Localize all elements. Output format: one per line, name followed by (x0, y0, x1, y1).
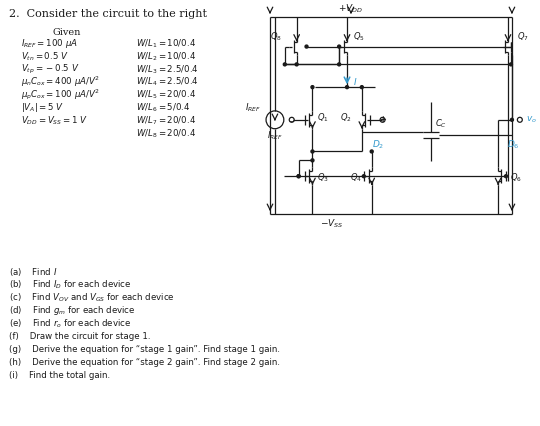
Circle shape (305, 45, 308, 48)
Text: (a)    Find $I$: (a) Find $I$ (9, 266, 58, 278)
Text: (h)    Derive the equation for “stage 2 gain”. Find stage 2 gain.: (h) Derive the equation for “stage 2 gai… (9, 358, 280, 367)
Text: $Q_5$: $Q_5$ (353, 30, 365, 43)
Circle shape (295, 63, 298, 66)
Text: $W/L_6 = 5/0.4$: $W/L_6 = 5/0.4$ (136, 102, 190, 114)
Text: $Q_8$: $Q_8$ (270, 30, 282, 43)
Text: $W/L_3 = 2.5/0.4$: $W/L_3 = 2.5/0.4$ (136, 63, 198, 75)
Text: (d)    Find $g_m$ for each device: (d) Find $g_m$ for each device (9, 304, 136, 317)
Text: $\mu_p C_{ox} = 100\ \mu A/V^2$: $\mu_p C_{ox} = 100\ \mu A/V^2$ (21, 88, 100, 102)
Circle shape (346, 86, 348, 89)
Circle shape (284, 63, 286, 66)
Text: 2.  Consider the circuit to the right: 2. Consider the circuit to the right (9, 9, 207, 19)
Text: $Q_7$: $Q_7$ (517, 30, 529, 43)
Text: $v_o$: $v_o$ (526, 115, 537, 125)
Text: $Q_6$: $Q_6$ (510, 172, 522, 184)
Text: (b)    Find $I_D$ for each device: (b) Find $I_D$ for each device (9, 279, 132, 291)
Text: $C_C$: $C_C$ (435, 118, 447, 130)
Text: $W/L_4 = 2.5/0.4$: $W/L_4 = 2.5/0.4$ (136, 76, 198, 89)
Circle shape (338, 45, 341, 48)
Text: (c)    Find $V_{OV}$ and $V_{GS}$ for each device: (c) Find $V_{OV}$ and $V_{GS}$ for each … (9, 292, 175, 304)
Circle shape (311, 150, 314, 153)
Circle shape (297, 175, 300, 178)
Text: $-V_{SS}$: $-V_{SS}$ (320, 217, 344, 230)
Text: $I_{REF}$: $I_{REF}$ (267, 130, 283, 142)
Circle shape (504, 175, 508, 178)
Text: $W/L_1 = 10/0.4$: $W/L_1 = 10/0.4$ (136, 37, 195, 50)
Text: $+$: $+$ (379, 115, 386, 124)
Circle shape (362, 175, 365, 178)
Text: $|V_A| = 5\ V$: $|V_A| = 5\ V$ (21, 101, 64, 115)
Circle shape (509, 63, 512, 66)
Circle shape (360, 86, 363, 89)
Circle shape (311, 86, 314, 89)
Circle shape (311, 159, 314, 162)
Circle shape (370, 150, 373, 153)
Text: $Q_1$: $Q_1$ (318, 112, 329, 124)
Text: $I_{REF} = 100\ \mu A$: $I_{REF} = 100\ \mu A$ (21, 37, 78, 50)
Text: $W/L_2 = 10/0.4$: $W/L_2 = 10/0.4$ (136, 50, 195, 63)
Text: $D_2$: $D_2$ (372, 138, 384, 151)
Circle shape (297, 175, 300, 178)
Text: $V_{DD} = V_{SS} = 1\ V$: $V_{DD} = V_{SS} = 1\ V$ (21, 115, 88, 127)
Text: $V_{tp} = -0.5\ V$: $V_{tp} = -0.5\ V$ (21, 63, 79, 76)
Text: $I_{REF}$: $I_{REF}$ (245, 102, 261, 114)
Text: $Q_4$: $Q_4$ (350, 172, 362, 184)
Text: $Q_2$: $Q_2$ (340, 112, 352, 124)
Text: $Q_3$: $Q_3$ (318, 172, 329, 184)
Text: $V_{tn} = 0.5\ V$: $V_{tn} = 0.5\ V$ (21, 50, 69, 63)
Circle shape (338, 63, 341, 66)
Text: $D_6$: $D_6$ (507, 138, 519, 151)
Text: $-$: $-$ (288, 117, 295, 123)
Text: (i)    Find the total gain.: (i) Find the total gain. (9, 371, 110, 380)
Text: $+V_{DD}$: $+V_{DD}$ (339, 3, 363, 15)
Text: $+$: $+$ (379, 114, 387, 124)
Text: $I$: $I$ (353, 76, 357, 87)
Text: $W/L_8 = 20/0.4$: $W/L_8 = 20/0.4$ (136, 127, 195, 140)
Text: (f)    Draw the circuit for stage 1.: (f) Draw the circuit for stage 1. (9, 332, 151, 341)
Text: $\mu_n C_{ox} = 400\ \mu A/V^2$: $\mu_n C_{ox} = 400\ \mu A/V^2$ (21, 75, 100, 89)
Text: (e)    Find $r_o$ for each device: (e) Find $r_o$ for each device (9, 317, 132, 330)
Text: $W/L_7 = 20/0.4$: $W/L_7 = 20/0.4$ (136, 115, 195, 127)
Text: Given: Given (53, 28, 81, 37)
Circle shape (510, 118, 514, 121)
Text: (g)    Derive the equation for “stage 1 gain”. Find stage 1 gain.: (g) Derive the equation for “stage 1 gai… (9, 345, 280, 354)
Text: $W/L_5 = 20/0.4$: $W/L_5 = 20/0.4$ (136, 89, 195, 101)
